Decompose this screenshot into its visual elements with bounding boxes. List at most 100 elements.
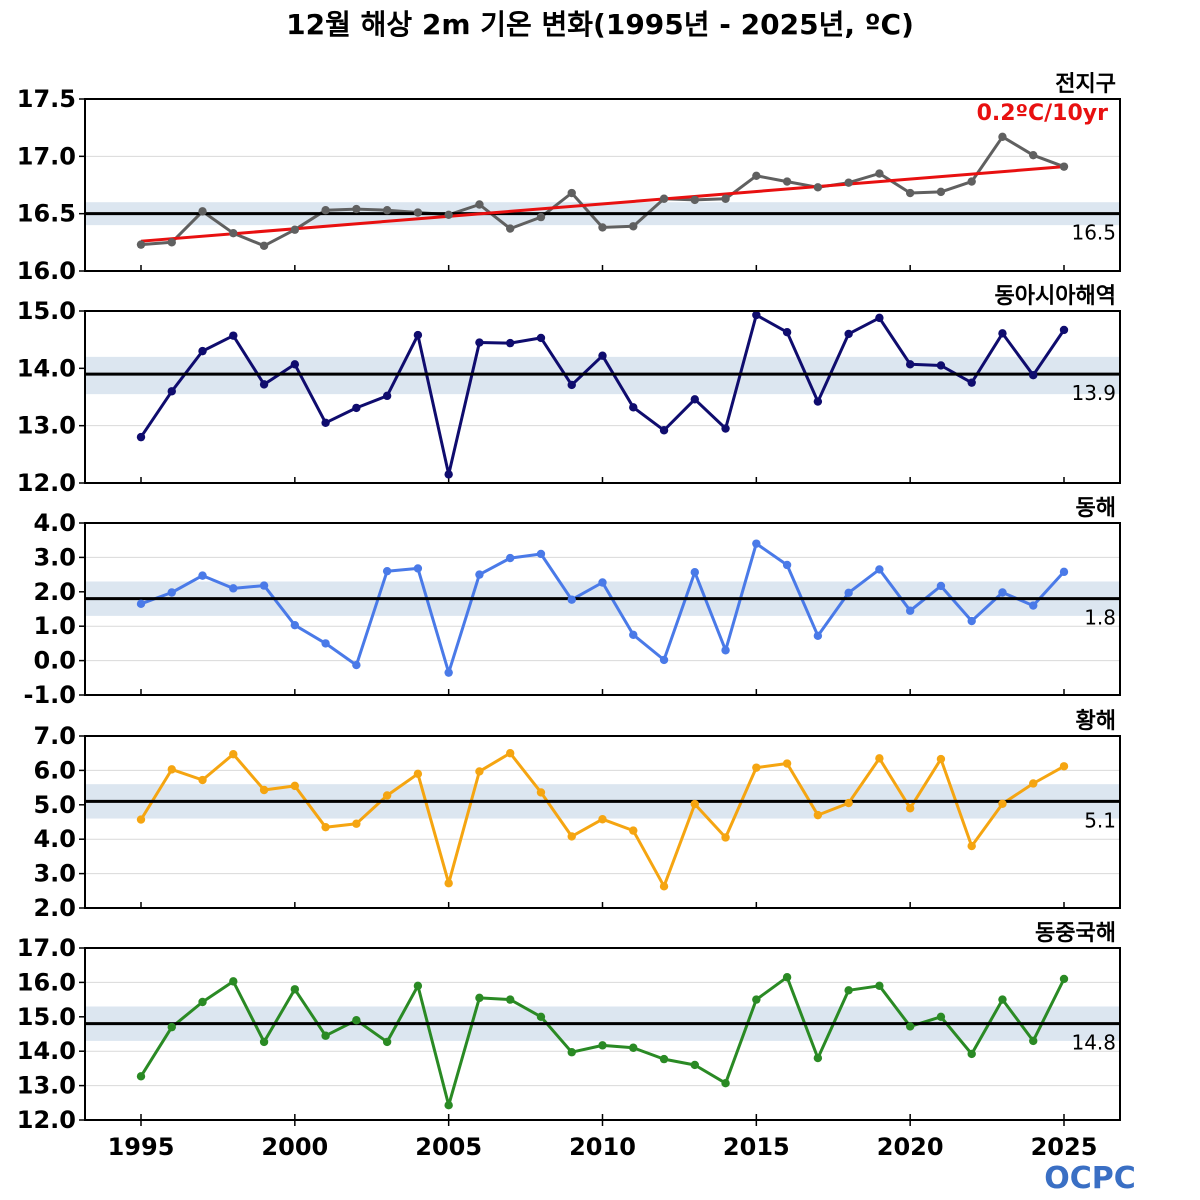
y-tick-label: 4.0 xyxy=(33,825,76,853)
data-point-1997 xyxy=(198,207,207,216)
data-point-2010 xyxy=(598,1041,607,1050)
data-point-2015 xyxy=(752,171,761,181)
data-point-2018 xyxy=(844,178,853,187)
data-point-1999 xyxy=(259,380,269,389)
data-point-1999 xyxy=(259,581,269,590)
data-point-2017 xyxy=(813,631,823,641)
data-point-1997 xyxy=(198,997,207,1007)
data-point-2017 xyxy=(813,183,823,192)
data-point-2004 xyxy=(413,769,423,779)
data-point-2019 xyxy=(875,169,884,178)
y-tick-label: 14.0 xyxy=(17,354,76,382)
data-point-1998 xyxy=(229,584,238,593)
data-point-2009 xyxy=(567,380,576,390)
data-point-2016 xyxy=(782,560,792,570)
data-point-2008 xyxy=(536,333,546,343)
data-point-2008 xyxy=(536,788,546,797)
y-tick-label: 0.0 xyxy=(33,647,76,675)
data-point-2024 xyxy=(1029,371,1038,380)
y-tick-label: -1.0 xyxy=(24,681,76,709)
data-point-1997 xyxy=(198,346,207,356)
data-point-2000 xyxy=(290,225,300,234)
panel-global: 16.0 16.5 17.0 17.5 16.5 전지구 0.2ºC/10yr xyxy=(17,72,1121,285)
data-point-2006 xyxy=(475,993,484,1003)
data-point-2006 xyxy=(475,338,484,347)
data-point-2003 xyxy=(382,206,392,215)
data-point-1997 xyxy=(198,571,207,580)
data-point-2006 xyxy=(475,570,484,579)
data-point-1996 xyxy=(167,765,176,774)
mean-value-label: 13.9 xyxy=(1071,381,1116,405)
data-point-2016 xyxy=(782,759,792,768)
data-point-2008 xyxy=(536,212,546,222)
data-point-2001 xyxy=(321,1031,330,1040)
data-point-2022 xyxy=(967,616,976,626)
data-point-2007 xyxy=(506,553,515,563)
x-tick-label: 2010 xyxy=(569,1133,636,1161)
data-point-2005 xyxy=(444,879,453,888)
data-point-2023 xyxy=(998,132,1007,142)
y-tick-label: 12.0 xyxy=(17,469,76,497)
data-point-2001 xyxy=(321,639,330,648)
data-point-2018 xyxy=(844,588,853,598)
panel-east_sea: -1.0 0.0 1.0 2.0 3.0 4.0 1.8 동해 xyxy=(24,496,1121,709)
data-point-2008 xyxy=(536,549,546,559)
data-point-2021 xyxy=(936,1012,946,1021)
mean-value-label: 14.8 xyxy=(1071,1031,1116,1055)
data-point-2020 xyxy=(905,360,915,369)
data-point-2021 xyxy=(936,361,946,370)
data-point-2001 xyxy=(321,206,330,215)
data-point-2006 xyxy=(475,767,484,776)
data-point-1998 xyxy=(229,331,238,340)
data-point-2002 xyxy=(352,403,361,413)
trend-rate-label: 0.2ºC/10yr xyxy=(977,101,1109,126)
data-point-2022 xyxy=(967,1049,976,1059)
mean-value-label: 5.1 xyxy=(1084,808,1116,832)
data-point-1998 xyxy=(229,750,238,759)
chart-title: 12월 해상 2m 기온 변화(1995년 - 2025년, ºC) xyxy=(286,8,914,41)
y-tick-label: 16.5 xyxy=(17,200,76,228)
panel-frame xyxy=(84,735,1121,909)
data-point-2018 xyxy=(844,986,853,995)
data-point-2014 xyxy=(721,646,730,655)
data-point-2013 xyxy=(690,799,699,809)
data-point-2011 xyxy=(629,222,638,231)
data-point-2013 xyxy=(690,567,699,577)
data-point-1996 xyxy=(167,588,176,597)
y-tick-label: 16.0 xyxy=(17,257,76,285)
y-tick-label: 13.0 xyxy=(17,412,76,440)
region-label: 전지구 xyxy=(1055,72,1116,97)
data-point-2005 xyxy=(444,1101,453,1110)
x-tick-label: 1995 xyxy=(108,1133,175,1161)
data-point-2018 xyxy=(844,798,853,808)
data-point-2024 xyxy=(1029,601,1038,610)
data-point-1998 xyxy=(229,228,238,238)
data-point-2025 xyxy=(1059,567,1069,577)
data-point-2014 xyxy=(721,194,730,203)
y-tick-label: 16.0 xyxy=(17,968,76,996)
data-point-1995 xyxy=(136,432,146,442)
data-point-2005 xyxy=(444,470,453,479)
ocpc-logo: OCPC xyxy=(1044,1161,1136,1196)
data-point-2000 xyxy=(290,781,300,791)
y-tick-label: 7.0 xyxy=(33,722,76,750)
data-point-2024 xyxy=(1029,150,1038,160)
data-point-2024 xyxy=(1029,779,1038,788)
data-point-2004 xyxy=(413,330,423,340)
data-point-2025 xyxy=(1059,162,1069,171)
data-point-2014 xyxy=(721,833,730,842)
data-point-2018 xyxy=(844,329,853,339)
data-point-2007 xyxy=(506,749,515,758)
data-point-2012 xyxy=(659,882,669,891)
data-point-2019 xyxy=(875,754,884,763)
data-point-2000 xyxy=(290,360,300,369)
data-point-2002 xyxy=(352,204,361,214)
data-point-1996 xyxy=(167,1022,176,1032)
data-point-1995 xyxy=(136,1072,146,1081)
data-point-2023 xyxy=(998,329,1007,338)
data-point-2017 xyxy=(813,397,823,406)
data-point-2016 xyxy=(782,328,792,337)
data-point-2021 xyxy=(936,187,946,197)
data-point-2023 xyxy=(998,799,1007,808)
